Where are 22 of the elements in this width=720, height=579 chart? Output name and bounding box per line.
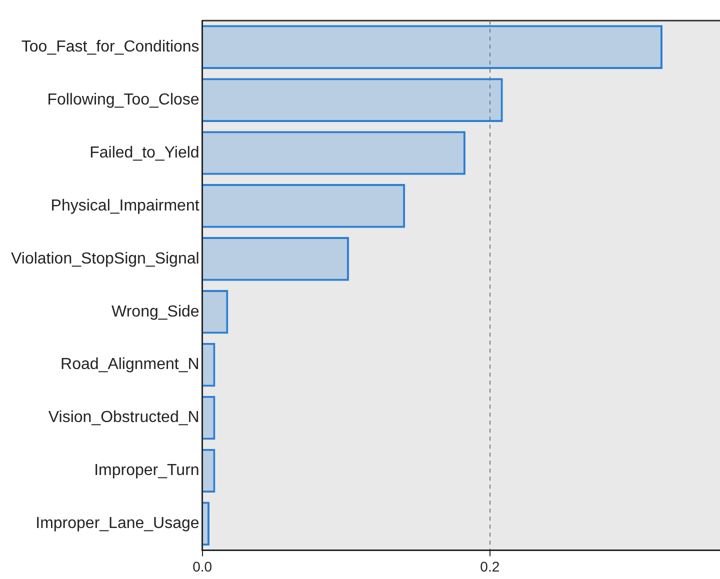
bar (202, 78, 503, 122)
bar (202, 342, 216, 387)
bar (202, 184, 406, 228)
bar (202, 290, 228, 334)
bar (202, 502, 210, 546)
y-tick-label: Improper_Lane_Usage (36, 515, 200, 532)
y-tick-label: Violation_StopSign_Signal (11, 250, 200, 268)
x-tick-label: 0.0 (192, 558, 212, 574)
bar (202, 236, 349, 281)
y-tick-label: Too_Fast_for_Conditions (21, 38, 200, 56)
bar (202, 448, 216, 493)
y-tick-label: Improper_Turn (94, 462, 200, 480)
y-tick-label: Failed_to_Yield (90, 144, 200, 162)
y-tick-label: Vision_Obstructed_N (48, 409, 200, 426)
x-tick-label: 0.2 (480, 558, 500, 574)
bar (202, 396, 216, 440)
y-tick-label: Wrong_Side (112, 303, 200, 320)
bar (202, 131, 466, 175)
bar (202, 25, 662, 70)
y-tick-label: Road_Alignment_N (60, 356, 200, 374)
y-tick-label: Physical_Impairment (50, 197, 200, 214)
y-tick-label: Following_Too_Close (47, 91, 200, 108)
